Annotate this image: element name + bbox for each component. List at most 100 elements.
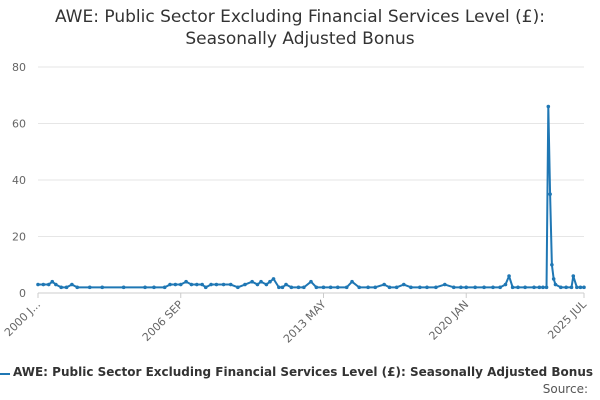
data-point[interactable] — [228, 282, 233, 287]
data-point[interactable] — [503, 282, 508, 287]
y-tick-label-60: 60 — [12, 118, 26, 131]
data-point[interactable] — [309, 279, 313, 284]
data-point[interactable] — [195, 282, 199, 287]
data-point[interactable] — [507, 274, 511, 278]
data-point[interactable] — [289, 285, 294, 290]
data-point[interactable] — [387, 285, 392, 290]
data-point[interactable] — [50, 279, 55, 284]
data-point[interactable] — [344, 285, 349, 290]
data-point[interactable] — [434, 285, 438, 290]
data-point[interactable] — [532, 285, 536, 290]
data-point[interactable] — [54, 282, 58, 287]
data-point[interactable] — [516, 285, 520, 290]
data-point[interactable] — [548, 192, 552, 196]
data-point[interactable] — [373, 285, 378, 290]
data-point[interactable] — [184, 279, 188, 284]
data-point[interactable] — [321, 285, 326, 290]
data-point[interactable] — [302, 285, 306, 290]
data-point[interactable] — [277, 285, 281, 290]
y-tick-label-40: 40 — [12, 174, 26, 187]
data-point[interactable] — [75, 285, 80, 290]
data-point[interactable] — [162, 285, 167, 290]
data-point[interactable] — [473, 285, 477, 290]
data-point[interactable] — [551, 277, 556, 281]
data-point[interactable] — [46, 282, 51, 287]
data-point[interactable] — [382, 282, 386, 287]
data-point[interactable] — [271, 277, 276, 281]
data-point[interactable] — [314, 285, 319, 290]
data-point[interactable] — [464, 285, 469, 290]
data-point[interactable] — [401, 282, 406, 287]
data-point[interactable] — [582, 285, 586, 290]
data-point[interactable] — [366, 285, 370, 290]
data-point[interactable] — [64, 285, 69, 290]
data-point[interactable] — [541, 285, 545, 290]
data-point[interactable] — [537, 285, 542, 290]
data-point[interactable] — [236, 285, 240, 290]
x-axis: 2000 J... 2006 SEP 2013 MAY 2020 JAN 2025 JU… — [2, 292, 590, 346]
data-point[interactable] — [59, 285, 63, 290]
x-tick-label-1: 2006 SEP — [140, 298, 186, 344]
data-point[interactable] — [41, 282, 46, 287]
data-point[interactable] — [143, 285, 147, 290]
data-point[interactable] — [214, 282, 219, 287]
data-point[interactable] — [268, 279, 272, 284]
x-tick-label-3: 2020 JAN — [427, 298, 472, 343]
data-point[interactable] — [335, 285, 340, 290]
data-point[interactable] — [443, 282, 447, 287]
data-point[interactable] — [203, 285, 208, 290]
data-point[interactable] — [87, 285, 92, 290]
data-point[interactable] — [121, 285, 126, 290]
data-point[interactable] — [544, 285, 549, 290]
data-point[interactable] — [578, 285, 583, 290]
data-point[interactable] — [70, 282, 74, 287]
data-point[interactable] — [221, 282, 226, 287]
data-point[interactable] — [575, 285, 579, 290]
data-point[interactable] — [491, 285, 495, 290]
data-point[interactable] — [100, 285, 105, 290]
data-point[interactable] — [571, 274, 576, 278]
data-point[interactable] — [168, 282, 172, 287]
data-point[interactable] — [553, 282, 558, 287]
data-point[interactable] — [259, 279, 263, 284]
data-point[interactable] — [564, 285, 568, 290]
data-point[interactable] — [284, 282, 288, 287]
data-point[interactable] — [200, 282, 204, 287]
data-point[interactable] — [425, 285, 429, 290]
data-point[interactable] — [250, 279, 254, 284]
data-point[interactable] — [559, 285, 563, 290]
data-point[interactable] — [569, 285, 574, 290]
data-point[interactable] — [357, 285, 361, 290]
data-point[interactable] — [498, 285, 502, 290]
data-point[interactable] — [189, 282, 194, 287]
data-point[interactable] — [459, 285, 463, 290]
data-point[interactable] — [546, 104, 551, 109]
data-point[interactable] — [328, 285, 333, 290]
data-point[interactable] — [523, 285, 527, 290]
data-point[interactable] — [280, 285, 285, 290]
chart-title-line-2: Seasonally Adjusted Bonus — [185, 29, 415, 49]
data-point[interactable] — [178, 282, 183, 287]
data-point[interactable] — [482, 285, 486, 290]
data-point[interactable] — [296, 285, 301, 290]
data-point[interactable] — [243, 282, 247, 287]
data-point[interactable] — [510, 285, 515, 290]
data-point[interactable] — [173, 282, 178, 287]
chart-title: AWE: Public Sector Excluding Financial S… — [0, 6, 600, 50]
data-point[interactable] — [409, 285, 413, 290]
data-point[interactable] — [350, 279, 354, 284]
series-line-0 — [38, 105, 584, 289]
legend[interactable]: AWE: Public Sector Excluding Financial S… — [0, 365, 600, 383]
data-point[interactable] — [394, 285, 399, 290]
data-point[interactable] — [255, 282, 260, 287]
data-point[interactable] — [550, 262, 554, 267]
data-point[interactable] — [209, 282, 213, 287]
legend-swatch — [0, 373, 10, 375]
data-point[interactable] — [418, 285, 422, 290]
data-point[interactable] — [451, 285, 456, 290]
data-point[interactable] — [36, 282, 40, 287]
data-point[interactable] — [152, 285, 156, 290]
y-tick-label-0: 0 — [19, 287, 26, 300]
data-point[interactable] — [264, 282, 269, 287]
gridlines — [38, 66, 584, 294]
